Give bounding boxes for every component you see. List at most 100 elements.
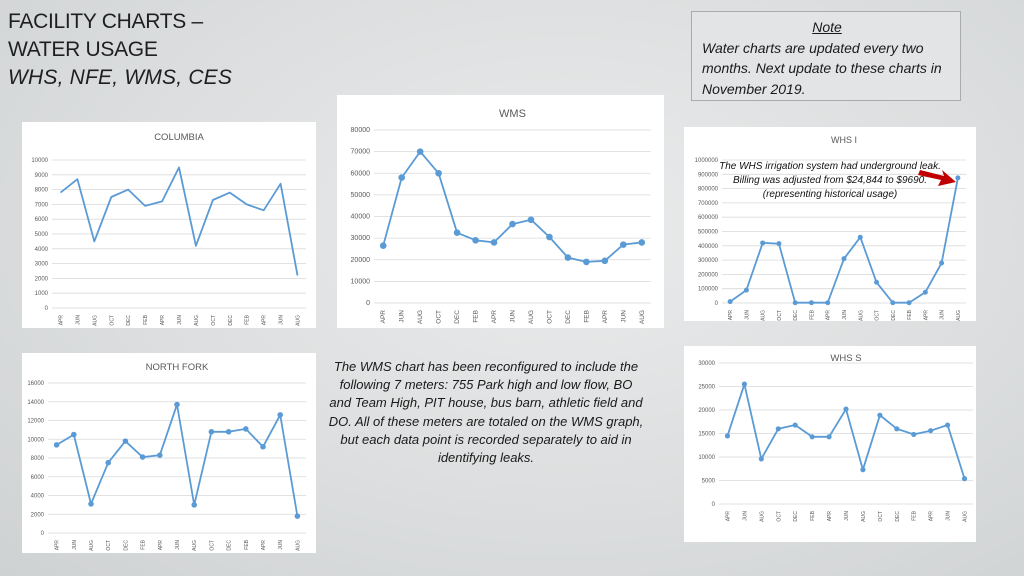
whs-i-y-tick-label: 600000: [698, 215, 719, 221]
columbia-x-tick-label: OCT: [109, 315, 115, 326]
columbia-x-tick-label: OCT: [211, 315, 217, 326]
north-fork-x-tick-label: OCT: [106, 540, 112, 551]
whs-s-x-tick-label: FEB: [912, 510, 918, 520]
wms-y-tick-label: 70000: [351, 149, 371, 156]
north-fork-x-tick-label: FEB: [141, 539, 147, 549]
north-fork-data-point: [260, 443, 266, 450]
columbia-chart-title: COLUMBIA: [154, 132, 204, 143]
north-fork-data-point: [139, 454, 146, 460]
wms-x-tick-label: FEB: [473, 310, 480, 323]
whs-s-data-point: [826, 434, 832, 440]
columbia-y-tick-label: 4000: [35, 247, 49, 253]
whs-s-x-tick-label: JUN: [742, 511, 748, 521]
whs-s-data-point: [911, 431, 917, 438]
north-fork-y-tick-label: 0: [41, 531, 45, 537]
columbia-x-tick-label: APR: [58, 315, 64, 326]
north-fork-y-tick-label: 8000: [31, 456, 45, 462]
wms-x-tick-label: JUN: [620, 310, 627, 323]
whs-i-x-tick-label: AUG: [858, 310, 864, 321]
wms-data-point: [435, 169, 442, 177]
columbia-chart: COLUMBIA 0 1000 2000 3000 4000 5000 6000 7000 800…: [22, 122, 316, 328]
whs-s-x-tick-label: OCT: [776, 511, 782, 522]
wms-x-tick-label: FEB: [583, 310, 590, 323]
columbia-y-tick-label: 7000: [35, 202, 49, 208]
columbia-x-tick-label: APR: [262, 315, 268, 326]
north-fork-data-point: [71, 431, 77, 438]
whs-s-y-tick-label: 5000: [702, 479, 716, 485]
columbia-series-line: [59, 166, 299, 276]
page-title-line-2: WATER USAGE: [8, 38, 158, 61]
whs-s-chart-title: WHS S: [830, 353, 861, 364]
columbia-x-tick-label: JUN: [279, 315, 285, 325]
north-fork-data-point: [157, 452, 163, 458]
whs-s-x-tick-label: JUN: [844, 511, 850, 521]
whs-s-x-tick-label: APR: [725, 511, 731, 522]
columbia-x-tick-label: DEC: [228, 315, 234, 326]
wms-description: The WMS chart has been reconfigured to i…: [328, 359, 644, 466]
whs-s-x-tick-label: AUG: [759, 511, 765, 522]
wms-y-tick-label: 40000: [351, 214, 371, 221]
wms-data-point: [509, 220, 516, 228]
north-fork-data-point: [243, 426, 249, 432]
columbia-x-tick-label: AUG: [92, 315, 98, 326]
whs-s-data-point: [741, 381, 747, 387]
north-fork-y-tick-label: 16000: [27, 381, 44, 387]
columbia-x-tick-label: JUN: [75, 315, 81, 325]
north-fork-data-point: [53, 442, 60, 448]
wms-data-point: [546, 233, 553, 241]
whs-i-y-tick-label: 700000: [698, 201, 719, 207]
wms-y-tick-label: 80000: [351, 127, 371, 134]
wms-x-tick-label: APR: [491, 310, 498, 324]
columbia-x-tick-label: FEB: [143, 314, 149, 324]
whs-i-x-tick-label: AUG: [761, 310, 767, 321]
whs-i-y-tick-label: 300000: [698, 258, 719, 264]
whs-i-y-tick-label: 100000: [698, 287, 719, 293]
whs-s-data-point: [928, 428, 934, 434]
wms-x-tick-label: APR: [602, 310, 609, 324]
north-fork-data-point: [174, 401, 180, 408]
whs-s-x-tick-label: JUN: [946, 511, 952, 521]
whs-i-data-point: [857, 234, 863, 240]
wms-y-tick-label: 50000: [351, 192, 371, 199]
page-title-line-1: FACILITY CHARTS –: [8, 10, 203, 33]
whs-i-annotation: The WHS irrigation system had undergroun…: [719, 161, 941, 200]
whs-i-y-tick-label: 900000: [698, 172, 719, 178]
whs-s-y-tick-label: 20000: [698, 408, 715, 414]
page-title: FACILITY CHARTS – WATER USAGE WHS, NFE, …: [8, 8, 232, 92]
whs-i-data-point: [743, 287, 749, 293]
north-fork-x-tick-label: JUN: [278, 540, 284, 550]
whs-i-data-point: [760, 240, 766, 246]
whs-i-y-tick-label: 1000000: [695, 158, 719, 164]
wms-data-point: [379, 242, 387, 249]
columbia-y-tick-label: 10000: [31, 158, 48, 164]
whs-i-y-tick-label: 400000: [698, 244, 719, 250]
note-title: Note: [812, 19, 842, 35]
wms-x-tick-label: OCT: [436, 310, 443, 324]
columbia-y-tick-label: 1000: [35, 291, 49, 297]
wms-y-tick-label: 10000: [351, 278, 371, 285]
whs-s-data-point: [877, 412, 883, 418]
whs-i-chart-title: WHS I: [831, 135, 857, 145]
whs-s-y-tick-label: 25000: [698, 385, 715, 391]
whs-s-y-tick-label: 30000: [698, 361, 715, 367]
north-fork-y-tick-label: 2000: [31, 512, 45, 518]
north-fork-y-tick-label: 4000: [31, 494, 45, 500]
whs-i-y-tick-label: 800000: [698, 187, 719, 193]
whs-s-data-point: [792, 422, 798, 428]
whs-s-x-tick-label: DEC: [895, 511, 901, 522]
whs-i-x-tick-label: FEB: [809, 309, 815, 319]
north-fork-y-tick-label: 12000: [27, 419, 44, 425]
columbia-y-tick-label: 6000: [35, 217, 49, 223]
wms-data-point: [527, 216, 535, 224]
wms-x-tick-label: DEC: [454, 310, 461, 324]
north-fork-x-tick-label: AUG: [89, 540, 95, 551]
whs-i-x-tick-label: JUN: [744, 310, 750, 320]
north-fork-x-tick-label: OCT: [209, 540, 215, 551]
columbia-y-tick-label: 9000: [35, 173, 49, 179]
whs-s-data-point: [843, 406, 849, 412]
whs-i-x-tick-label: APR: [728, 310, 734, 321]
whs-s-data-point: [758, 456, 764, 462]
north-fork-chart: NORTH FORK 0 2000 4000 6000 8000 10000 12000 140…: [22, 353, 316, 553]
whs-i-data-point: [825, 300, 831, 306]
wms-y-tick-label: 20000: [351, 257, 371, 264]
